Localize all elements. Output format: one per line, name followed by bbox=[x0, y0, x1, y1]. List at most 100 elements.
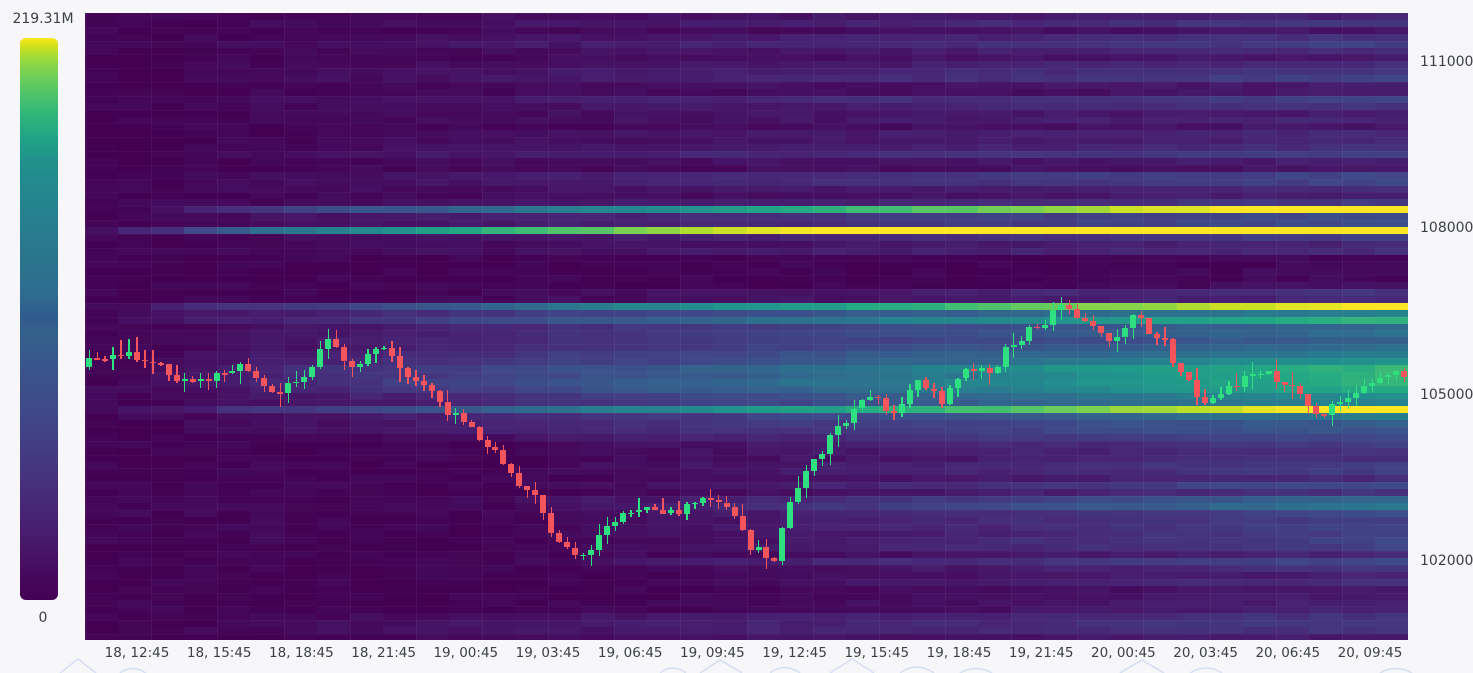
x-axis-tick-label: 18, 12:45 bbox=[104, 645, 170, 661]
heatmap-row bbox=[85, 585, 1408, 593]
heatmap-row bbox=[85, 151, 1408, 158]
x-axis-tick-label: 18, 15:45 bbox=[186, 645, 252, 661]
heatmap-row bbox=[85, 102, 1408, 110]
heatmap-row bbox=[85, 413, 1408, 421]
heatmap-row bbox=[85, 378, 1408, 386]
heatmap-row bbox=[85, 571, 1408, 579]
heatmap-row bbox=[85, 316, 1408, 324]
y-axis-tick-label: 108000 bbox=[1420, 220, 1473, 237]
x-axis-tick-label: 20, 06:45 bbox=[1255, 645, 1321, 661]
heatmap-row bbox=[85, 461, 1408, 469]
x-axis-tick-label: 20, 03:45 bbox=[1173, 645, 1238, 661]
heatmap-row bbox=[85, 613, 1408, 621]
heatmap-row bbox=[85, 199, 1408, 207]
heatmap-row bbox=[85, 578, 1408, 586]
heatmap-row bbox=[85, 75, 1408, 83]
heatmap-row bbox=[85, 420, 1408, 428]
x-axis-tick-label: 19, 21:45 bbox=[1008, 645, 1074, 661]
heatmap-row bbox=[85, 144, 1408, 152]
heatmap-row bbox=[85, 309, 1408, 317]
heatmap-row bbox=[85, 337, 1408, 345]
x-axis-tick-label: 19, 09:45 bbox=[680, 645, 745, 661]
x-axis-tick-label: 20, 00:45 bbox=[1091, 645, 1156, 661]
heatmap-row bbox=[85, 13, 1408, 20]
heatmap-row bbox=[85, 454, 1408, 462]
heatmap-row bbox=[85, 509, 1408, 517]
y-axis-tick-label: 105000 bbox=[1420, 386, 1473, 403]
heatmap-row bbox=[85, 88, 1408, 96]
heatmap-row bbox=[85, 123, 1408, 131]
x-axis-tick-label: 18, 21:45 bbox=[351, 645, 416, 661]
heatmap-row bbox=[85, 130, 1408, 138]
x-axis-labels: 18, 12:45 18, 15:45 18, 18:45 18, 21:45 19, … bbox=[85, 645, 1408, 665]
heatmap-row bbox=[85, 606, 1408, 614]
heatmap-row bbox=[85, 482, 1408, 490]
heatmap-row bbox=[85, 502, 1408, 510]
heatmap-row bbox=[85, 26, 1408, 34]
heatmap-row bbox=[85, 358, 1408, 365]
x-axis-tick-label: 19, 00:45 bbox=[433, 645, 499, 661]
heatmap-row bbox=[85, 468, 1408, 476]
heatmap-row bbox=[85, 178, 1408, 186]
heatmap-row bbox=[85, 599, 1408, 607]
x-axis-tick-label: 19, 06:45 bbox=[597, 645, 663, 661]
heatmap-row bbox=[85, 157, 1408, 165]
candlestick-series bbox=[85, 13, 1408, 640]
x-axis-tick-label: 18, 18:45 bbox=[269, 645, 334, 661]
heatmap-row bbox=[85, 254, 1408, 262]
heatmap-row bbox=[85, 164, 1408, 172]
heatmap-row bbox=[85, 116, 1408, 124]
x-axis-tick-label: 19, 03:45 bbox=[515, 645, 581, 661]
heatmap-row bbox=[85, 440, 1408, 448]
heatmap-row bbox=[85, 496, 1408, 503]
heatmap-row bbox=[85, 620, 1408, 628]
heatmap-row bbox=[85, 392, 1408, 400]
heatmap-row bbox=[85, 226, 1408, 234]
heatmap-row bbox=[85, 634, 1408, 640]
heatmap-row bbox=[85, 171, 1408, 179]
heatmap-row bbox=[85, 427, 1408, 434]
heatmap-row bbox=[85, 206, 1408, 214]
x-axis-tick-label: 20, 09:45 bbox=[1337, 645, 1403, 661]
heatmap-row bbox=[85, 240, 1408, 248]
plot-area[interactable] bbox=[85, 13, 1408, 640]
x-axis-tick-label: 19, 18:45 bbox=[926, 645, 992, 661]
volume-profile-heatmap bbox=[85, 13, 1408, 640]
heatmap-row bbox=[85, 516, 1408, 524]
heatmap-row bbox=[85, 475, 1408, 483]
heatmap-row bbox=[85, 344, 1408, 352]
heatmap-row bbox=[85, 592, 1408, 600]
heatmap-row bbox=[85, 364, 1408, 372]
heatmap-row bbox=[85, 95, 1408, 103]
heatmap-row bbox=[85, 61, 1408, 69]
heatmap-row bbox=[85, 213, 1408, 221]
colorbar-max-label: 219.31M bbox=[12, 11, 74, 27]
heatmap-row bbox=[85, 47, 1408, 55]
heatmap-row bbox=[85, 447, 1408, 455]
heatmap-row bbox=[85, 19, 1408, 27]
heatmap-row bbox=[85, 551, 1408, 559]
heatmap-row bbox=[85, 627, 1408, 635]
heatmap-row bbox=[85, 233, 1408, 241]
x-axis-tick-label: 19, 12:45 bbox=[762, 645, 827, 661]
heatmap-row bbox=[85, 54, 1408, 62]
y-axis-tick-label: 102000 bbox=[1420, 553, 1473, 570]
heatmap-row bbox=[85, 261, 1408, 269]
heatmap-row bbox=[85, 275, 1408, 283]
colorbar-legend: 219.31M 0 bbox=[0, 0, 85, 640]
heatmap-row bbox=[85, 109, 1408, 117]
heatmap-row bbox=[85, 489, 1408, 497]
heatmap-row bbox=[85, 185, 1408, 193]
heatmap-row bbox=[85, 68, 1408, 76]
heatmap-row bbox=[85, 192, 1408, 200]
colorbar-min-label: 0 bbox=[38, 610, 48, 626]
heatmap-row bbox=[85, 289, 1408, 296]
heatmap-row bbox=[85, 247, 1408, 255]
heatmap-row bbox=[85, 399, 1408, 407]
heatmap-row bbox=[85, 530, 1408, 538]
colorbar-gradient bbox=[20, 38, 58, 600]
heatmap-row bbox=[85, 268, 1408, 276]
heatmap-row bbox=[85, 33, 1408, 41]
heatmap-row bbox=[85, 137, 1408, 145]
